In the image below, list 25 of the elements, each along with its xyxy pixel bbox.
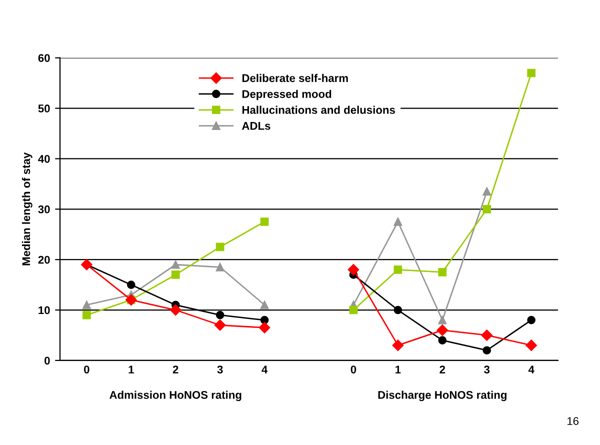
- y-axis-title: Median length of stay: [22, 152, 32, 266]
- legend-label: ADLs: [242, 122, 270, 130]
- x-tick-label: 3: [217, 366, 223, 374]
- y-tick-label: 50: [38, 104, 50, 112]
- y-tick-label: 60: [38, 54, 50, 62]
- x-tick-label: 2: [440, 366, 446, 374]
- x-tick-label: 4: [528, 366, 534, 374]
- y-tick-label: 0: [44, 356, 50, 365]
- x-tick-label: 2: [172, 366, 178, 374]
- y-tick-label: 20: [38, 256, 50, 264]
- text: Discharge HoNOS rating: [378, 390, 506, 402]
- y-tick-label: 30: [38, 205, 50, 214]
- y-tick-label: 10: [38, 306, 50, 314]
- legend-label: Hallucinations and delusions: [242, 106, 395, 114]
- x-tick-label: 1: [128, 366, 134, 374]
- text: 16: [567, 417, 579, 426]
- x-tick-label: 4: [262, 366, 268, 374]
- x-tick-label: 0: [350, 366, 356, 374]
- legend-label: Depressed mood: [242, 90, 332, 100]
- x-tick-label: 0: [84, 366, 90, 374]
- text: Admission HoNOS rating: [110, 390, 242, 402]
- x-tick-label: 1: [396, 366, 401, 374]
- y-tick-label: 40: [38, 154, 50, 163]
- legend-label: Deliberate self-harm: [242, 74, 348, 82]
- x-tick-label: 3: [484, 366, 490, 374]
